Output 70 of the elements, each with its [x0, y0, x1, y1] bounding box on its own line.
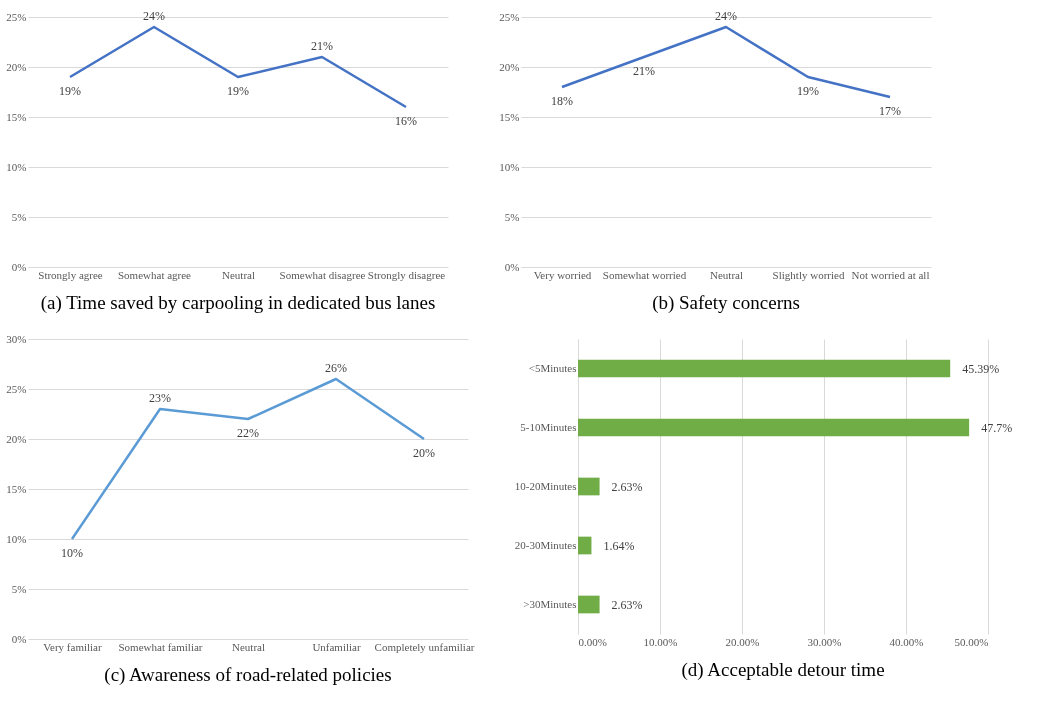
- data-label: 24%: [143, 9, 165, 23]
- y-tick-label: >30Minutes: [523, 597, 577, 610]
- y-tick-label: 30%: [6, 332, 27, 345]
- y-tick-label: 5%: [504, 210, 520, 223]
- x-tick-label: Neutral: [222, 268, 255, 281]
- x-tick-label: Somewhat agree: [118, 268, 192, 281]
- data-label: 10%: [61, 546, 83, 560]
- data-label: 17%: [879, 104, 901, 118]
- y-tick-label: 15%: [6, 482, 27, 495]
- y-tick-label: 10%: [6, 160, 27, 173]
- y-tick-label: 15%: [6, 110, 27, 123]
- y-tick-label: 20-30Minutes: [514, 538, 577, 551]
- y-tick-label: 25%: [6, 10, 27, 23]
- data-label: 20%: [413, 446, 435, 460]
- text: (b) Safety concerns: [652, 292, 800, 314]
- data-label: 24%: [715, 9, 737, 23]
- y-tick-label: 5%: [11, 210, 27, 223]
- y-tick-label: 5-10Minutes: [520, 420, 577, 433]
- x-tick-label: Neutral: [232, 640, 265, 653]
- data-label: 21%: [311, 39, 333, 53]
- data-label: 2.63%: [611, 479, 643, 494]
- x-tick-label: Neutral: [710, 268, 743, 281]
- x-tick-label: 50.00%: [954, 635, 989, 648]
- data-label: 22%: [237, 426, 259, 440]
- y-tick-label: 0%: [11, 260, 27, 273]
- data-label: 1.64%: [603, 538, 635, 553]
- x-tick-label: Very familiar: [43, 640, 102, 653]
- y-tick-label: 25%: [499, 10, 520, 23]
- x-tick-label: 40.00%: [889, 635, 924, 648]
- x-tick-label: Somewhat familiar: [118, 640, 203, 653]
- x-tick-label: Completely unfamiliar: [374, 640, 475, 653]
- y-tick-label: <5Minutes: [528, 361, 577, 374]
- y-tick-label: 20%: [499, 60, 520, 73]
- x-tick-label: Unfamiliar: [312, 640, 361, 653]
- x-tick-label: Somewhat worried: [602, 268, 687, 281]
- x-tick-label: Slightly worried: [772, 268, 845, 281]
- y-tick-label: 25%: [6, 382, 27, 395]
- text: (d) Acceptable detour time: [681, 659, 885, 681]
- x-tick-label: Strongly disagree: [367, 268, 446, 281]
- y-tick-label: 0%: [11, 632, 27, 645]
- data-label: 19%: [227, 84, 249, 98]
- x-tick-label: 20.00%: [725, 635, 760, 648]
- text: (c) Awareness of road-related policies: [104, 664, 392, 686]
- data-label: 21%: [633, 64, 655, 78]
- data-label: 47.7%: [981, 420, 1013, 435]
- y-tick-label: 10%: [6, 532, 27, 545]
- x-tick-label: Very worried: [533, 268, 592, 281]
- y-tick-label: 10%: [499, 160, 520, 173]
- x-tick-label: 0.00%: [578, 635, 607, 648]
- x-tick-label: Strongly agree: [38, 268, 103, 281]
- line-series: [560, 25, 892, 99]
- data-label: 19%: [797, 84, 819, 98]
- x-tick-label: Somewhat disagree: [279, 268, 366, 281]
- data-label: 2.63%: [611, 597, 643, 612]
- y-tick-label: 20%: [6, 432, 27, 445]
- x-tick-label: 30.00%: [807, 635, 842, 648]
- x-tick-label: Not worried at all: [851, 268, 930, 281]
- data-label: 18%: [551, 94, 573, 108]
- x-tick-label: 10.00%: [643, 635, 678, 648]
- data-label: 19%: [59, 84, 81, 98]
- data-label: 45.39%: [962, 361, 1000, 376]
- y-tick-label: 5%: [11, 582, 27, 595]
- data-label: 26%: [325, 361, 347, 375]
- text: (a) Time saved by carpooling in dedicated bus lanes: [40, 292, 436, 314]
- y-tick-label: 10-20Minutes: [514, 479, 577, 492]
- y-tick-label: 15%: [499, 110, 520, 123]
- data-label: 16%: [395, 114, 417, 128]
- data-label: 23%: [149, 391, 171, 405]
- y-tick-label: 0%: [504, 260, 520, 273]
- y-tick-label: 20%: [6, 60, 27, 73]
